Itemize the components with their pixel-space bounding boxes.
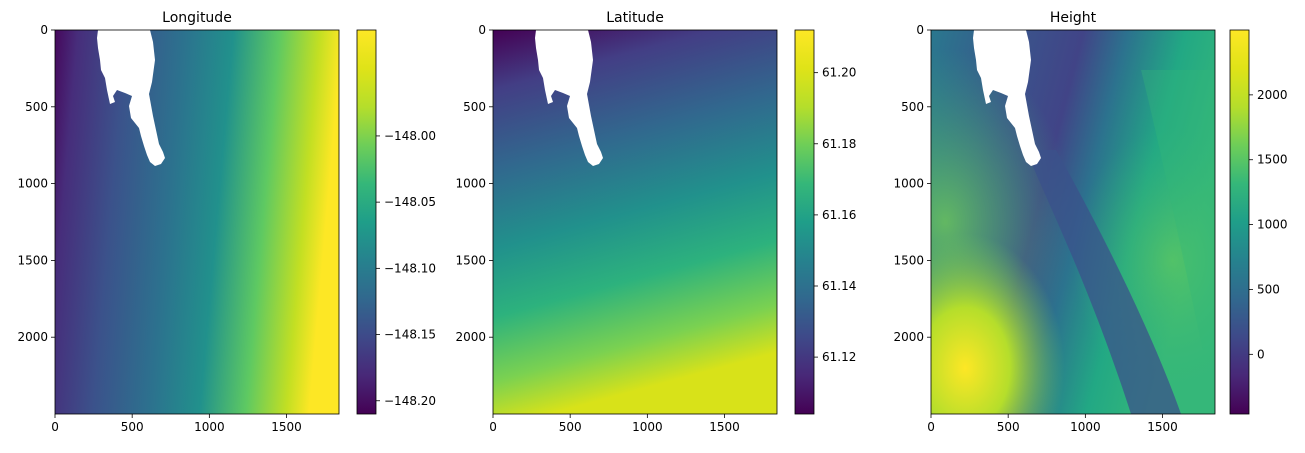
panel-title: Height (1050, 10, 1097, 26)
y-tick-label: 1000 (455, 177, 486, 191)
y-tick-label: 500 (463, 100, 486, 114)
heatmap-image (493, 30, 777, 414)
axes-frame (930, 29, 1216, 415)
colorbar-height: 2000 1500 1000 500 0 (1229, 29, 1288, 415)
colorbar-tick-label: 0 (1257, 347, 1265, 361)
colorbar-tick-label: 2000 (1257, 88, 1288, 102)
x-tick-label: 1000 (194, 420, 225, 434)
colorbar-gradient (794, 29, 815, 415)
colorbar-ticks: −148.00 −148.05 −148.10 −148.15 −148.20 (376, 129, 436, 408)
x-tick-label: 0 (927, 420, 935, 434)
y-tick-label: 1000 (17, 177, 48, 191)
colorbar-latitude: 61.20 61.18 61.16 61.14 61.12 (794, 29, 856, 415)
colorbar-ticks: 61.20 61.18 61.16 61.14 61.12 (814, 66, 856, 364)
y-tick-label: 500 (901, 100, 924, 114)
x-axis: 0 500 1000 1500 (51, 414, 302, 434)
axes-frame (54, 29, 340, 415)
x-tick-label: 1000 (632, 420, 663, 434)
no-data-mask (973, 30, 1041, 166)
no-data-mask (535, 30, 603, 166)
colorbar-tick-label: −148.05 (384, 195, 436, 209)
panel-title: Longitude (162, 10, 232, 26)
colorbar-tick-label: 61.20 (822, 66, 856, 80)
colorbar-tick-label: 1500 (1257, 153, 1288, 167)
x-tick-label: 500 (997, 420, 1020, 434)
no-data-mask (97, 30, 165, 166)
y-tick-label: 0 (40, 23, 48, 37)
colorbar-tick-label: 61.16 (822, 208, 856, 222)
colorbar-tick-label: −148.10 (384, 261, 436, 275)
panel-title: Latitude (606, 10, 664, 26)
colorbar-tick-label: −148.15 (384, 328, 436, 342)
x-tick-label: 0 (51, 420, 59, 434)
colorbar-longitude: −148.00 −148.05 −148.10 −148.15 −148.20 (356, 29, 436, 415)
x-tick-label: 500 (559, 420, 582, 434)
colorbar-tick-label: 1000 (1257, 218, 1288, 232)
y-tick-label: 2000 (893, 330, 924, 344)
colorbar-gradient (1229, 29, 1250, 415)
heatmap-peak (931, 30, 1215, 414)
y-axis: 0 500 1000 1500 2000 (17, 23, 55, 344)
colorbar-gradient (356, 29, 377, 415)
heatmap-image (55, 30, 339, 414)
y-tick-label: 1500 (893, 253, 924, 267)
y-tick-label: 500 (25, 100, 48, 114)
panel-longitude: Longitude 0 500 1000 1500 0 500 1000 1500 2000 (17, 10, 340, 434)
colorbar-tick-label: 61.14 (822, 279, 856, 293)
y-tick-label: 2000 (455, 330, 486, 344)
x-tick-label: 500 (121, 420, 144, 434)
colorbar-tick-label: −148.20 (384, 394, 436, 408)
panel-latitude: Latitude 0 500 1000 1500 0 500 1000 1500 2000 (455, 10, 778, 434)
y-tick-label: 1500 (17, 253, 48, 267)
x-axis: 0 500 1000 1500 (489, 414, 740, 434)
x-tick-label: 1500 (1147, 420, 1178, 434)
y-tick-label: 1000 (893, 177, 924, 191)
x-tick-label: 1500 (709, 420, 740, 434)
y-tick-label: 0 (916, 23, 924, 37)
colorbar-tick-label: 500 (1257, 282, 1280, 296)
x-tick-label: 1000 (1070, 420, 1101, 434)
colorbar-tick-label: 61.12 (822, 350, 856, 364)
x-tick-label: 1500 (271, 420, 302, 434)
axes-frame (492, 29, 778, 415)
y-tick-label: 2000 (17, 330, 48, 344)
colorbar-ticks: 2000 1500 1000 500 0 (1249, 88, 1288, 361)
colorbar-tick-label: −148.00 (384, 129, 436, 143)
colorbar-tick-label: 61.18 (822, 137, 856, 151)
x-tick-label: 0 (489, 420, 497, 434)
panel-height: Height 0 500 1000 1500 0 500 1000 1500 2000 (893, 10, 1216, 434)
x-axis: 0 500 1000 1500 (927, 414, 1178, 434)
y-tick-label: 0 (478, 23, 486, 37)
y-axis: 0 500 1000 1500 2000 (455, 23, 493, 344)
y-tick-label: 1500 (455, 253, 486, 267)
y-axis: 0 500 1000 1500 2000 (893, 23, 931, 344)
